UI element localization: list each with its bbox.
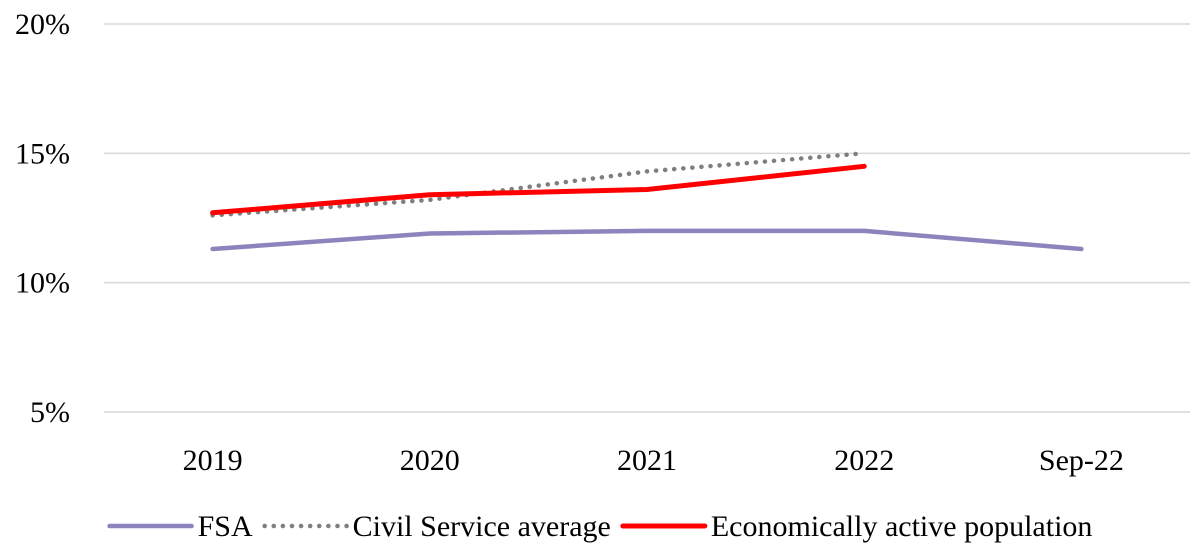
x-tick-label: Sep-22 <box>1039 444 1124 477</box>
x-tick-label: 2022 <box>834 444 894 477</box>
legend-label: Economically active population <box>711 510 1093 543</box>
x-tick-label: 2020 <box>400 444 460 477</box>
series-line-civil-service-average <box>210 151 867 218</box>
x-axis-tick-labels: 2019 2020 2021 2022 Sep-22 <box>183 444 1124 477</box>
x-tick-label: 2021 <box>617 444 677 477</box>
y-tick-label: 10% <box>15 267 70 300</box>
series-lines <box>210 151 1084 252</box>
y-tick-label: 5% <box>30 396 70 429</box>
x-tick-label: 2019 <box>183 444 243 477</box>
legend-label: FSA <box>198 510 253 543</box>
series-line-fsa <box>210 228 1084 252</box>
legend: FSA Civil Service average Economically act… <box>107 510 1093 543</box>
series-line-economically-active-population <box>210 163 867 216</box>
legend-label: Civil Service average <box>353 510 611 543</box>
y-axis-tick-labels: 5% 10% 15% 20% <box>15 8 70 429</box>
gridlines <box>104 23 1190 413</box>
y-tick-label: 15% <box>15 137 70 170</box>
y-tick-label: 20% <box>15 8 70 41</box>
